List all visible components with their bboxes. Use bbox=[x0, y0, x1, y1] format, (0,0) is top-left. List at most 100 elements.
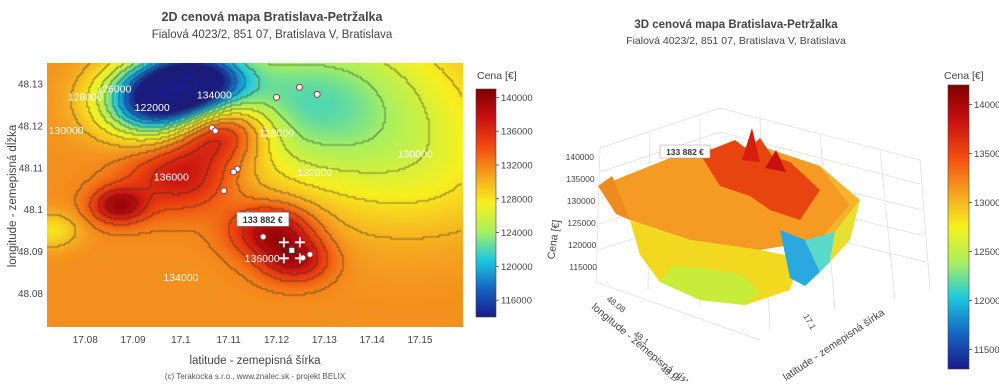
surface-right-yellow-band bbox=[830, 200, 860, 262]
contour-label: 128000 bbox=[68, 92, 103, 104]
y-tick-label: 48.11 bbox=[19, 163, 44, 174]
property-point[interactable] bbox=[295, 83, 303, 91]
colorbar-tick-label: 136000 bbox=[501, 127, 533, 138]
property-point[interactable] bbox=[229, 168, 237, 176]
y-tick-label: 48.1 bbox=[24, 205, 44, 216]
colorbar-tick-label: 125000 bbox=[974, 247, 999, 258]
marker-crosshair bbox=[294, 237, 305, 248]
3d-surface bbox=[598, 128, 860, 305]
x-tick-label: 17.12 bbox=[264, 335, 289, 346]
colorbar-2d-gradient bbox=[475, 88, 497, 318]
y-tick-label: 48.08 bbox=[18, 289, 43, 300]
marker-crosshair bbox=[294, 253, 305, 264]
heatmap-surface bbox=[47, 63, 463, 327]
property-point[interactable] bbox=[313, 90, 321, 98]
y-tick-label: 48.09 bbox=[18, 247, 43, 258]
surface-front-lime bbox=[660, 266, 760, 305]
contour-label: 136000 bbox=[154, 171, 189, 183]
z-tick-label: 135000 bbox=[566, 174, 595, 184]
y-tick-label: 48.12 bbox=[18, 121, 43, 132]
selected-property-marker[interactable]: 133 882 € bbox=[236, 212, 305, 264]
contour-label: 128000 bbox=[259, 127, 294, 139]
z-tick-label: 125000 bbox=[567, 218, 596, 228]
chart-2d: 2D cenová mapa Bratislava-Petržalka Fial… bbox=[6, 10, 533, 381]
colorbar-tick-label: 140000 bbox=[974, 100, 999, 111]
contour-label: 134000 bbox=[197, 90, 232, 102]
contour-labels: 1220001280001260001300001340001280001360… bbox=[49, 83, 433, 284]
3d-price-label-text: 133 882 € bbox=[666, 147, 704, 157]
x-axis-label: latitude - zemepisná šírka bbox=[189, 355, 321, 367]
marker-crosshair bbox=[278, 253, 289, 264]
3d-price-label[interactable]: 133 882 € bbox=[659, 144, 711, 159]
z-axis-ticks: 115000 120000 125000 130000 135000 140000 bbox=[566, 152, 598, 272]
colorbar-tick-label: 130000 bbox=[974, 198, 999, 209]
colorbar-tick-label: 140000 bbox=[501, 93, 533, 104]
surface-red-peak-1 bbox=[742, 128, 760, 162]
colorbar-tick-label: 120000 bbox=[974, 296, 999, 307]
contour-label: 122000 bbox=[135, 102, 170, 114]
colorbar-3d-gradient bbox=[947, 84, 970, 370]
x-tick-label: 17.13 bbox=[312, 335, 337, 346]
z-axis-label: Cena [€] bbox=[545, 219, 562, 260]
x-axis-ticks: 17.08 17.09 17.1 17.11 17.12 17.13 17.14 17.15 bbox=[73, 335, 433, 346]
z-tick-label: 115000 bbox=[569, 262, 597, 272]
surface-red-peak-2 bbox=[765, 150, 786, 172]
colorbar-2d-ticks: 116000 120000 124000 128000 132000 136000 1400… bbox=[496, 93, 533, 307]
contour-label: 130000 bbox=[398, 148, 433, 160]
x-tick-label: 17.09 bbox=[121, 335, 146, 346]
credit-text: (c) Terakocka s.r.o., www.znalec.sk - pr… bbox=[165, 372, 346, 381]
colorbar-2d: Cena [€] 1160001200001240001280001320001… bbox=[475, 70, 533, 318]
marker-crosshair bbox=[278, 237, 289, 248]
colorbar-3d: Cena [€] 1150001200001250001300001350001… bbox=[944, 70, 999, 370]
surface-right-orange bbox=[820, 166, 860, 240]
colorbar-2d-title: Cena [€] bbox=[477, 70, 517, 82]
property-point[interactable] bbox=[273, 93, 281, 101]
z-tick-label: 130000 bbox=[567, 196, 596, 206]
z-tick-label: 140000 bbox=[566, 152, 595, 162]
colorbar-3d-title: Cena [€] bbox=[944, 70, 984, 82]
property-point[interactable] bbox=[259, 233, 267, 241]
marker-center bbox=[288, 246, 296, 254]
colorbar-tick-label: 124000 bbox=[501, 228, 533, 239]
x-tick-label: 17.08 bbox=[73, 335, 98, 346]
marker-label: 133 882 € bbox=[243, 215, 283, 225]
contour-label: 126000 bbox=[96, 83, 131, 95]
chart-2d-subtitle: Fialová 4023/2, 851 07, Bratislava V, Br… bbox=[152, 29, 393, 41]
3d-x-tick-label: 17.1 bbox=[801, 312, 818, 332]
chart-2d-title: 2D cenová mapa Bratislava-Petržalka bbox=[162, 10, 384, 24]
contour-label: 130000 bbox=[49, 125, 84, 137]
colorbar-tick-label: 135000 bbox=[974, 149, 999, 160]
x-tick-label: 17.1 bbox=[171, 335, 191, 346]
colorbar-tick-label: 120000 bbox=[501, 262, 533, 273]
colorbar-tick-label: 132000 bbox=[501, 161, 533, 172]
property-point[interactable] bbox=[220, 187, 228, 195]
y-tick-label: 48.13 bbox=[18, 79, 43, 90]
colorbar-tick-label: 128000 bbox=[501, 194, 533, 205]
chart-3d-title: 3D cenová mapa Bratislava-Petržalka bbox=[634, 19, 838, 31]
x-tick-label: 17.14 bbox=[360, 335, 385, 346]
y-axis-label: longitude - zemepisná dĺžka bbox=[6, 124, 19, 267]
contour-label: 136000 bbox=[245, 253, 280, 265]
3d-x-axis-ticks: 17.1 bbox=[801, 312, 818, 332]
chart-3d-subtitle: Fialová 4023/2, 851 07, Bratislava V, Br… bbox=[626, 35, 846, 47]
z-tick-label: 120000 bbox=[568, 240, 597, 250]
surface-right-blue-valley bbox=[780, 230, 820, 286]
x-tick-label: 17.15 bbox=[407, 335, 432, 346]
property-point[interactable] bbox=[211, 127, 219, 135]
contour-label: 132000 bbox=[297, 167, 332, 179]
x-tick-label: 17.11 bbox=[217, 335, 242, 346]
colorbar-tick-label: 115000 bbox=[974, 345, 999, 356]
marker-label-box bbox=[236, 212, 290, 227]
3d-x-axis-label: latitude - zemepisná šírka bbox=[781, 307, 887, 381]
heatmap-image bbox=[47, 63, 463, 327]
surface-red-ridge bbox=[700, 138, 820, 220]
y-axis-ticks: 48.08 48.09 48.1 48.11 48.12 48.13 bbox=[18, 79, 43, 300]
contour-label: 134000 bbox=[163, 272, 198, 284]
surface-right-cyan bbox=[805, 232, 835, 272]
surface-left-tip bbox=[598, 176, 630, 220]
property-point[interactable] bbox=[306, 251, 314, 259]
colorbar-3d-ticks: 115000 120000 125000 130000 135000 140000 bbox=[969, 100, 999, 356]
chart-3d: 3D cenová mapa Bratislava-Petržalka Fial… bbox=[545, 19, 999, 386]
colorbar-tick-label: 116000 bbox=[501, 296, 532, 307]
